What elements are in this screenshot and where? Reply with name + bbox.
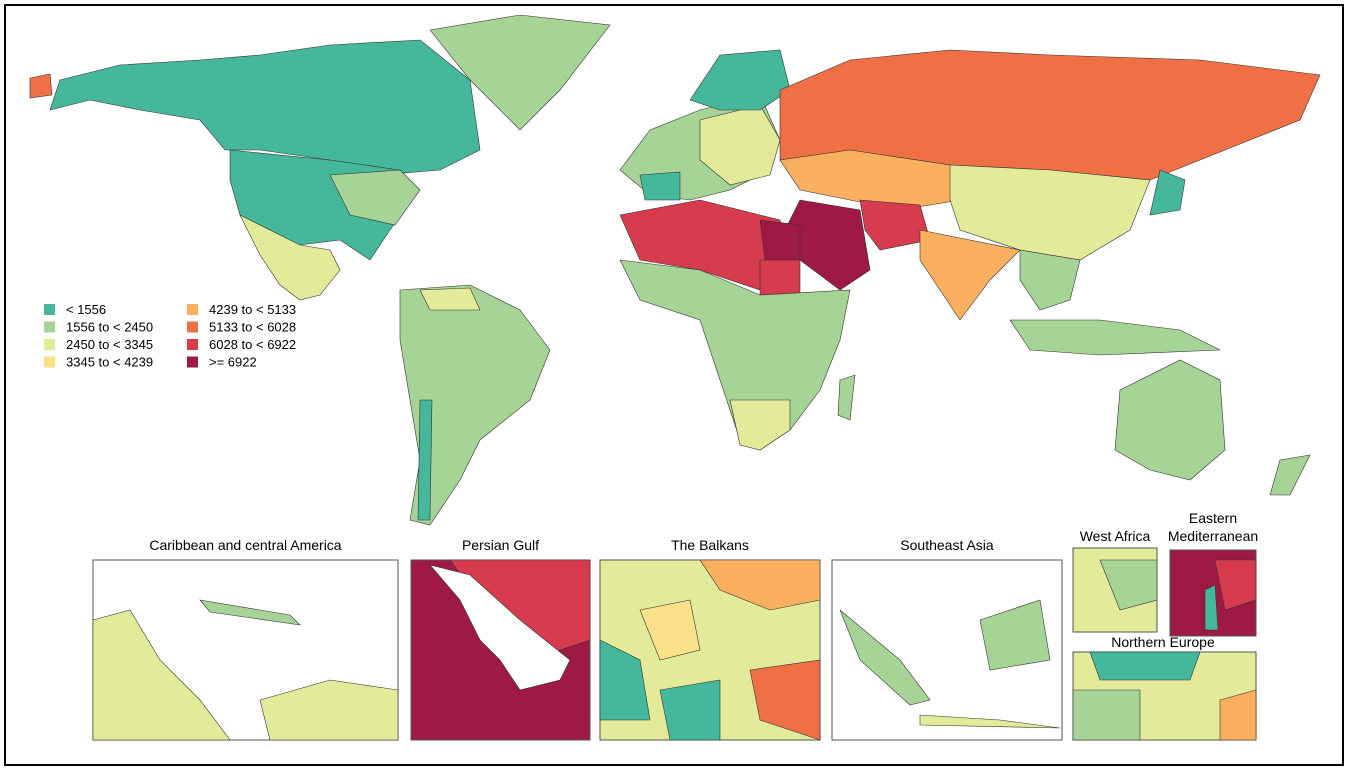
germany-inset <box>1072 689 1141 741</box>
legend-label: 1556 to < 2450 <box>66 320 153 335</box>
borneo <box>979 599 1051 671</box>
legend-swatch <box>187 304 198 315</box>
sudan <box>759 259 801 296</box>
egypt <box>759 219 801 261</box>
southeast-asia <box>1019 249 1081 311</box>
legend-label: 2450 to < 3345 <box>66 337 153 352</box>
legend-swatch <box>44 304 55 315</box>
serbia-inset <box>639 599 701 661</box>
java <box>919 714 1061 729</box>
legend-swatch <box>187 356 198 368</box>
turkey-inset <box>749 659 821 741</box>
central-asia <box>779 149 961 211</box>
mexico <box>239 214 341 301</box>
legend-label: 4239 to < 5133 <box>209 302 296 317</box>
greenland <box>429 14 611 131</box>
japan <box>1149 169 1186 216</box>
new-zealand <box>1269 454 1311 496</box>
legend-swatch <box>44 339 55 350</box>
frame <box>4 4 1344 766</box>
legend-label: < 1556 <box>66 302 106 317</box>
greece-inset <box>659 679 721 741</box>
inset-title: Southeast Asia <box>900 537 994 553</box>
scandinavia-inset <box>1089 651 1201 681</box>
indonesia <box>1009 319 1221 356</box>
iberia <box>639 171 681 201</box>
legend-swatch <box>187 321 198 333</box>
lebanon <box>1214 559 1257 611</box>
ukraine-inset <box>699 559 821 611</box>
italy-inset <box>599 639 651 721</box>
israel <box>1204 584 1219 631</box>
legend-label: >= 6922 <box>209 355 257 370</box>
belarus-inset <box>1219 689 1257 741</box>
inset-title: Caribbean and central America <box>149 537 342 553</box>
legend-label: 5133 to < 6028 <box>209 320 296 335</box>
inset-title: Persian Gulf <box>461 537 540 553</box>
sumatra <box>839 609 931 706</box>
gulf-water <box>429 564 571 691</box>
legend-swatch <box>44 356 55 368</box>
inset-title: Northern Europe <box>1111 634 1215 650</box>
madagascar <box>837 374 856 421</box>
southern-africa <box>729 399 791 451</box>
colombia <box>259 679 399 741</box>
canada <box>49 39 481 176</box>
world-map <box>29 14 1321 526</box>
central-america <box>92 609 231 741</box>
usa-east <box>329 169 421 226</box>
chile <box>417 399 433 521</box>
russia-tip <box>29 73 53 99</box>
legend-swatch <box>187 339 198 350</box>
australia <box>1114 359 1226 481</box>
insets <box>92 547 1257 741</box>
inset-title: The Balkans <box>671 537 749 553</box>
legend-label: 6028 to < 6922 <box>209 337 296 352</box>
guinea <box>1099 559 1158 611</box>
legend-swatch <box>44 321 55 333</box>
iran <box>859 199 931 251</box>
guianas <box>419 287 481 311</box>
cuba <box>199 599 301 626</box>
legend-label: 3345 to < 4239 <box>66 355 153 370</box>
legend: < 1556 1556 to < 2450 2450 to < 3345 3345 t… <box>44 302 296 370</box>
south-america <box>399 284 551 526</box>
scandinavia <box>689 49 791 111</box>
inset-title: Eastern Mediterranean <box>1167 510 1259 544</box>
inset-title: West Africa <box>1079 528 1151 544</box>
